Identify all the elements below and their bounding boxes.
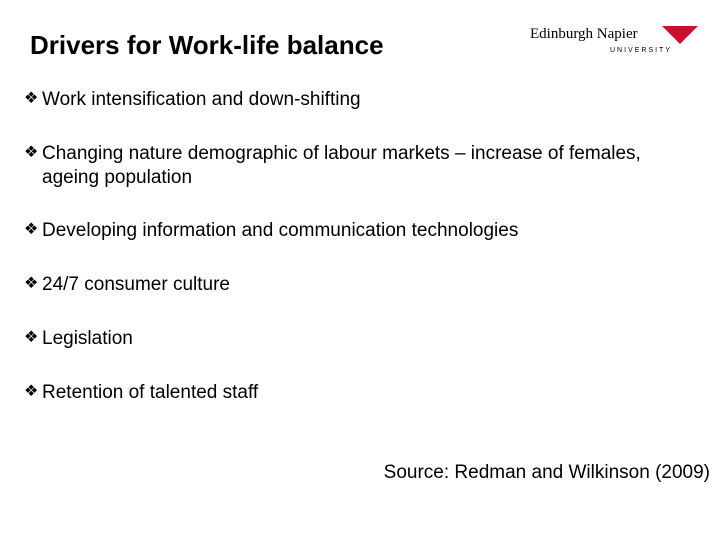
bullet-icon: ❖	[24, 89, 42, 109]
university-logo: Edinburgh Napier UNIVERSITY	[530, 22, 700, 62]
logo-svg: Edinburgh Napier UNIVERSITY	[530, 22, 700, 62]
list-item-text: Developing information and communication…	[42, 219, 696, 243]
bullet-icon: ❖	[24, 143, 42, 163]
bullet-icon: ❖	[24, 220, 42, 240]
list-item: ❖ Work intensification and down-shifting	[24, 88, 696, 112]
list-item-text: Changing nature demographic of labour ma…	[42, 142, 696, 190]
list-item-text: Retention of talented staff	[42, 381, 696, 405]
logo-text-line1: Edinburgh Napier	[530, 26, 638, 42]
triangle-icon	[662, 26, 698, 44]
bullet-icon: ❖	[24, 382, 42, 402]
list-item: ❖ Changing nature demographic of labour …	[24, 142, 696, 190]
bullet-icon: ❖	[24, 328, 42, 348]
slide: Drivers for Work-life balance Edinburgh …	[0, 0, 720, 540]
logo-text-line2: UNIVERSITY	[610, 47, 672, 54]
source-citation: Source: Redman and Wilkinson (2009)	[384, 462, 710, 484]
list-item: ❖ 24/7 consumer culture	[24, 273, 696, 297]
slide-title: Drivers for Work-life balance	[30, 30, 384, 61]
list-item-text: Work intensification and down-shifting	[42, 88, 696, 112]
list-item-text: 24/7 consumer culture	[42, 273, 696, 297]
list-item: ❖ Developing information and communicati…	[24, 219, 696, 243]
list-item-text: Legislation	[42, 327, 696, 351]
list-item: ❖ Legislation	[24, 327, 696, 351]
bullet-icon: ❖	[24, 274, 42, 294]
list-item: ❖ Retention of talented staff	[24, 381, 696, 405]
bullet-list: ❖ Work intensification and down-shifting…	[24, 88, 696, 434]
